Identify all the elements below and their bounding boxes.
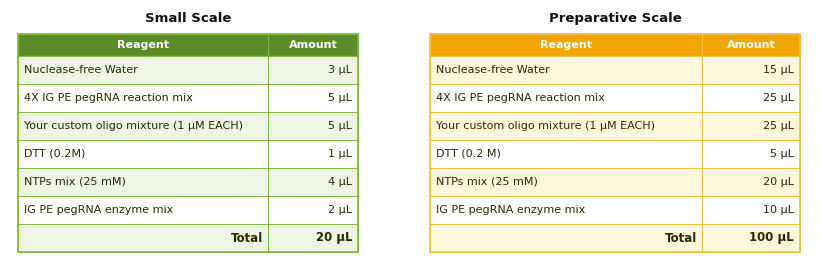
Bar <box>430 140 800 168</box>
Text: 2 μL: 2 μL <box>328 205 352 215</box>
Text: NTPs mix (25 mM): NTPs mix (25 mM) <box>436 177 538 187</box>
Bar <box>18 224 358 252</box>
Bar <box>18 112 358 140</box>
Text: 5 μL: 5 μL <box>328 93 352 103</box>
Text: Your custom oligo mixture (1 μM EACH): Your custom oligo mixture (1 μM EACH) <box>24 121 243 131</box>
Text: 5 μL: 5 μL <box>770 149 794 159</box>
Text: 5 μL: 5 μL <box>328 121 352 131</box>
Text: 4X IG PE pegRNA reaction mix: 4X IG PE pegRNA reaction mix <box>24 93 193 103</box>
Text: DTT (0.2 M): DTT (0.2 M) <box>436 149 501 159</box>
Text: 20 μL: 20 μL <box>316 232 352 244</box>
Text: IG PE pegRNA enzyme mix: IG PE pegRNA enzyme mix <box>436 205 585 215</box>
Text: 3 μL: 3 μL <box>328 65 352 75</box>
Text: Reagent: Reagent <box>540 40 592 50</box>
Text: 10 μL: 10 μL <box>763 205 794 215</box>
Bar <box>430 56 800 84</box>
Bar <box>18 168 358 196</box>
Bar <box>18 56 358 84</box>
Bar <box>430 224 800 252</box>
Bar <box>430 34 800 252</box>
Text: Reagent: Reagent <box>117 40 169 50</box>
Bar <box>430 84 800 112</box>
Text: NTPs mix (25 mM): NTPs mix (25 mM) <box>24 177 126 187</box>
Bar <box>18 196 358 224</box>
Text: 1 μL: 1 μL <box>328 149 352 159</box>
Bar <box>18 34 358 252</box>
Text: 4 μL: 4 μL <box>328 177 352 187</box>
Text: DTT (0.2M): DTT (0.2M) <box>24 149 85 159</box>
Text: 100 μL: 100 μL <box>750 232 794 244</box>
Text: 4X IG PE pegRNA reaction mix: 4X IG PE pegRNA reaction mix <box>436 93 605 103</box>
Bar <box>18 34 358 56</box>
Text: 15 μL: 15 μL <box>763 65 794 75</box>
Text: 20 μL: 20 μL <box>763 177 794 187</box>
Text: Preparative Scale: Preparative Scale <box>548 12 681 25</box>
Text: Your custom oligo mixture (1 μM EACH): Your custom oligo mixture (1 μM EACH) <box>436 121 655 131</box>
Bar <box>430 168 800 196</box>
Bar <box>18 84 358 112</box>
Bar <box>430 196 800 224</box>
Text: Nuclease-free Water: Nuclease-free Water <box>436 65 550 75</box>
Bar <box>430 34 800 56</box>
Text: Amount: Amount <box>289 40 337 50</box>
Text: Amount: Amount <box>727 40 775 50</box>
Text: Small Scale: Small Scale <box>145 12 231 25</box>
Text: Total: Total <box>665 232 697 244</box>
Bar <box>430 112 800 140</box>
Text: Total: Total <box>231 232 263 244</box>
Text: IG PE pegRNA enzyme mix: IG PE pegRNA enzyme mix <box>24 205 173 215</box>
Bar <box>18 140 358 168</box>
Text: Nuclease-free Water: Nuclease-free Water <box>24 65 138 75</box>
Text: 25 μL: 25 μL <box>763 121 794 131</box>
Text: 25 μL: 25 μL <box>763 93 794 103</box>
